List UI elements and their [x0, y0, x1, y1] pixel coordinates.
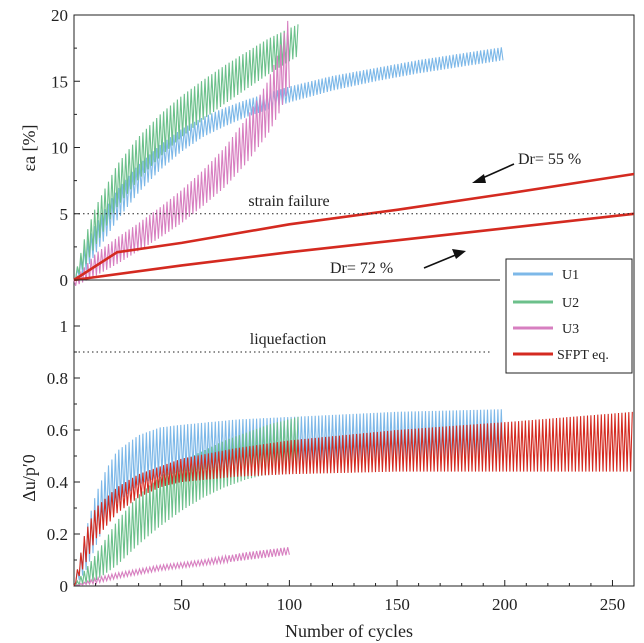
- legend-label-u1: U1: [562, 268, 579, 283]
- y-tick-label-0-4: 20: [51, 6, 68, 25]
- series-band-u2-1: [73, 416, 299, 587]
- x-tick-label-2: 150: [384, 595, 410, 614]
- y-tick-label-1-0: 0: [60, 577, 69, 596]
- dr72-arrowhead: [452, 249, 466, 259]
- x-axis-label: Number of cycles: [285, 621, 413, 641]
- series-band-u3-0: [73, 20, 290, 286]
- legend: U1 U2 U3 SFPT eq.: [505, 258, 633, 374]
- legend-label-u3: U3: [562, 322, 579, 337]
- y-tick-label-1-5: 1: [60, 317, 69, 336]
- data-bands: [73, 20, 633, 587]
- series-band-u3-1: [73, 547, 290, 587]
- y-tick-label-0-2: 10: [51, 139, 68, 158]
- y-tick-label-1-4: 0.8: [47, 369, 68, 388]
- x-tick-label-1: 100: [277, 595, 303, 614]
- legend-label-sfpt: SFPT eq.: [557, 348, 609, 363]
- x-tick-label-3: 200: [492, 595, 518, 614]
- x-tick-label-4: 250: [600, 595, 626, 614]
- top-y-axis-label: εa [%]: [19, 124, 39, 171]
- series-line-sfpt-eq-dr-55: [73, 172, 635, 282]
- series-band-sfpt-eq-1: [73, 411, 633, 587]
- dr72-annotation: Dr= 72 %: [330, 260, 393, 277]
- y-tick-label-1-2: 0.4: [47, 473, 69, 492]
- y-tick-label-1-1: 0.2: [47, 525, 68, 544]
- liquefaction-label: liquefaction: [250, 331, 326, 348]
- dr72-arrow: [423, 253, 459, 269]
- y-tick-label-1-3: 0.6: [47, 421, 68, 440]
- y-tick-label-0-3: 15: [51, 72, 68, 91]
- legend-label-u2: U2: [562, 296, 579, 311]
- dr55-arrowhead: [472, 174, 486, 183]
- bottom-y-axis-label: Δu/p′0: [19, 454, 39, 502]
- series-band-u2-0: [73, 24, 299, 281]
- y-tick-label-0-0: 0: [60, 271, 69, 290]
- series-band-u1-0: [73, 47, 504, 281]
- y-tick-label-0-1: 5: [60, 205, 69, 224]
- reference-lines: [74, 213, 634, 353]
- data-lines: [73, 172, 635, 282]
- series-line-sfpt-eq-dr-72: [73, 212, 635, 282]
- strain-failure-label: strain failure: [248, 193, 329, 210]
- x-tick-label-0: 50: [173, 595, 190, 614]
- dr55-annotation: Dr= 55 %: [518, 151, 581, 168]
